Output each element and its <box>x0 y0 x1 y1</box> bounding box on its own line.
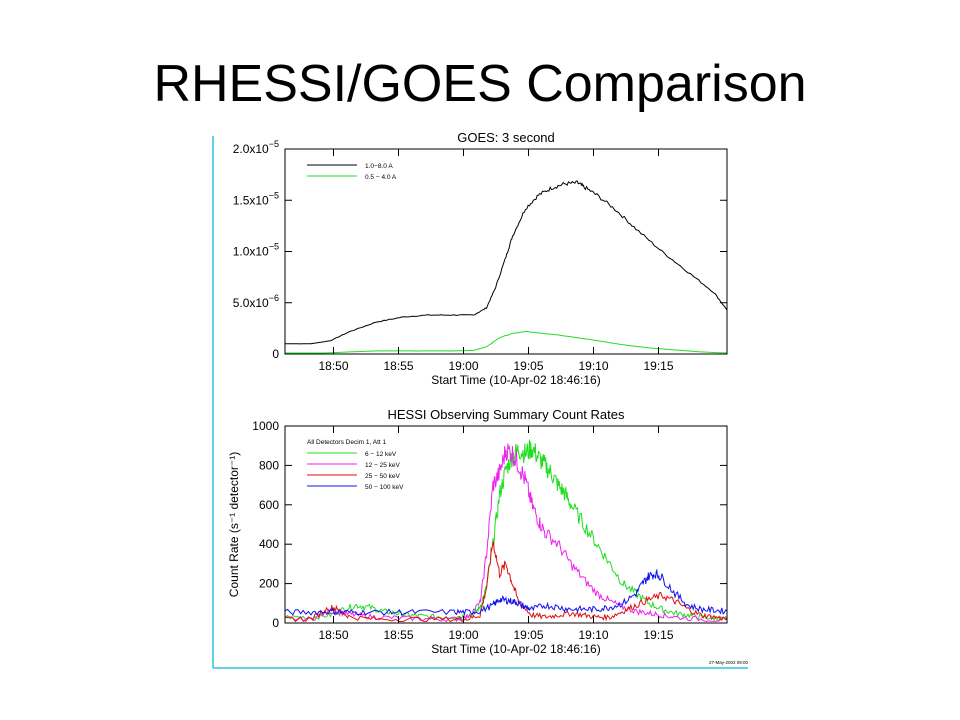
panel-2-title: HESSI Observing Summary Count Rates <box>388 407 625 422</box>
panel-1-y-tick-label: 1.0x10−5 <box>233 242 279 259</box>
panel-1-x-tick-label: 19:15 <box>643 359 673 373</box>
panel-1-y-tick-label: 2.0x10−5 <box>233 139 279 156</box>
panel-2-y-axis-label: Count Rate (s⁻¹ detector⁻¹) <box>227 452 241 597</box>
panel-2-y-tick-label: 200 <box>259 577 279 591</box>
panel-2-x-tick-label: 19:05 <box>513 628 543 642</box>
panel-2-x-tick-label: 18:55 <box>383 628 413 642</box>
panel-2-legend-label-2: 12 − 25 keV <box>365 462 401 469</box>
panel-1-y-tick-label: 1.5x10−5 <box>233 190 279 207</box>
panel-2-legend-label-1: 6 − 12 keV <box>365 451 397 458</box>
panel-1-x-tick-label: 19:10 <box>578 359 608 373</box>
panel-2-x-tick-label: 19:10 <box>578 628 608 642</box>
panel-2-y-tick-label: 0 <box>272 616 279 630</box>
panel-1-legend-label-2: 0.5 − 4.0 A <box>365 174 397 181</box>
panel-2-x-tick-label: 19:15 <box>643 628 673 642</box>
panel-1-series-line-1 <box>284 180 728 345</box>
panel-2-x-tick-label: 18:50 <box>318 628 348 642</box>
panel-2-y-tick-label: 800 <box>259 458 279 472</box>
panel-2-y-tick-label: 400 <box>259 537 279 551</box>
panel-1-x-tick-label: 18:55 <box>383 359 413 373</box>
panel-2-legend-label-4: 50 − 100 keV <box>365 484 404 491</box>
panel-1-y-tick-label: 0 <box>272 347 279 361</box>
panel-1-x-tick-label: 19:00 <box>448 359 478 373</box>
panel-1-frame <box>284 148 728 355</box>
panel-2-y-tick-label: 600 <box>259 498 279 512</box>
panel-1-x-tick-label: 19:05 <box>513 359 543 373</box>
panel-2-x-tick-label: 19:00 <box>448 628 478 642</box>
panel-2-frame <box>284 425 728 624</box>
panel-2-series-line-1 <box>284 439 728 622</box>
panel-2-group: HESSI Observing Summary Count Rates 18:50… <box>227 407 748 665</box>
slide-title: RHESSI/GOES Comparison <box>153 55 807 113</box>
panel-1-title: GOES: 3 second <box>457 130 555 145</box>
panel-2-y-tick-label: 1000 <box>252 419 279 433</box>
panel-1-legend-label-1: 1.0−8.0 A <box>365 163 393 170</box>
panel-2-x-axis-label: Start Time (10-Apr-02 18:46:16) <box>431 642 600 656</box>
chart-figure: GOES: 3 second 18:50 18:55 19:00 19:05 19:10 1… <box>210 128 755 673</box>
panel-1-y-tick-label: 5.0x10−6 <box>233 293 279 310</box>
panel-2-series-line-3 <box>284 541 728 623</box>
panel-2-series-line-2 <box>284 443 728 623</box>
panel-1-series-line-2 <box>285 330 728 354</box>
panel-2-series-line-4 <box>284 568 728 616</box>
panel-1-x-tick-label: 18:50 <box>318 359 348 373</box>
panel-1-x-axis-label: Start Time (10-Apr-02 18:46:16) <box>431 373 600 387</box>
panel-2-legend-label-3: 25 − 50 keV <box>365 473 401 480</box>
panel-2-legend-header: All Detectors Decim 1, Att 1 <box>307 439 386 446</box>
panel-2-date-stamp: 27-May-2002 09:00 <box>709 660 749 665</box>
chart-svg: GOES: 3 second 18:50 18:55 19:00 19:05 19:10 1… <box>212 130 748 669</box>
panel-1-group: GOES: 3 second 18:50 18:55 19:00 19:05 19:10 1… <box>233 130 728 387</box>
